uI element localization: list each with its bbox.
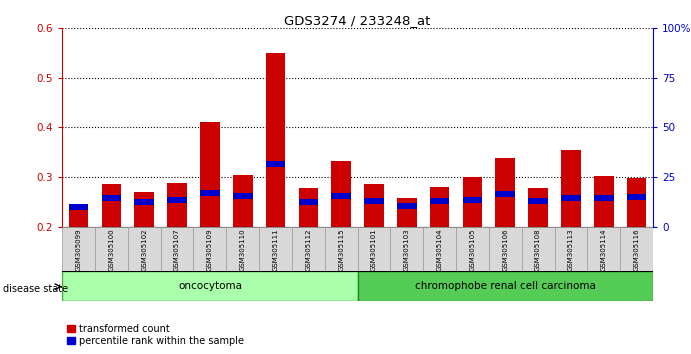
Bar [561,195,580,201]
Text: GSM305105: GSM305105 [469,229,475,271]
Bar [160,227,193,271]
Bar [555,227,587,271]
Bar [397,203,417,209]
Bar [529,198,548,204]
Bar [621,227,653,271]
Bar [193,227,227,271]
Text: disease state: disease state [3,284,68,293]
Bar [495,158,515,227]
Text: GSM305107: GSM305107 [174,229,180,272]
Bar [299,199,318,205]
Bar [463,197,482,203]
Bar [259,227,292,271]
Text: GSM305108: GSM305108 [535,229,541,272]
Text: GSM305109: GSM305109 [207,229,213,272]
Bar [489,227,522,271]
Bar [266,161,285,167]
Bar [456,227,489,271]
Bar [62,227,95,271]
Bar [167,197,187,203]
Bar [134,199,154,205]
Text: chromophobe renal cell carcinoma: chromophobe renal cell carcinoma [415,281,596,291]
Bar [266,53,285,227]
Bar [397,198,417,227]
Bar [495,191,515,197]
Bar [233,193,253,199]
Bar [62,271,358,301]
Bar [325,227,358,271]
Legend: transformed count, percentile rank within the sample: transformed count, percentile rank withi… [67,324,244,346]
Bar [102,184,122,227]
Bar [463,177,482,227]
Text: GSM305112: GSM305112 [305,229,312,271]
Text: GSM305114: GSM305114 [600,229,607,271]
Bar [430,187,449,227]
Bar [364,184,384,227]
Bar [299,188,318,227]
Bar [390,227,423,271]
Text: GSM305106: GSM305106 [502,229,509,272]
Text: GSM305116: GSM305116 [634,229,640,272]
Bar [529,188,548,227]
Text: GSM305100: GSM305100 [108,229,115,272]
Text: GSM305111: GSM305111 [272,229,278,272]
Bar [627,178,647,227]
Bar [430,198,449,204]
Bar [128,227,160,271]
Bar [134,192,154,227]
Bar [561,150,580,227]
Bar [292,227,325,271]
Text: GSM305113: GSM305113 [568,229,574,272]
Text: GSM305104: GSM305104 [437,229,443,271]
Bar [358,271,653,301]
Bar [95,227,128,271]
Bar [627,194,647,200]
Bar [332,161,351,227]
Text: GSM305115: GSM305115 [338,229,344,271]
Bar [522,227,554,271]
Text: GSM305099: GSM305099 [75,229,82,272]
Bar [68,204,88,210]
Text: GSM305103: GSM305103 [404,229,410,272]
Bar [227,227,259,271]
Bar [594,195,614,201]
Title: GDS3274 / 233248_at: GDS3274 / 233248_at [285,14,430,27]
Bar [68,204,88,227]
Text: oncocytoma: oncocytoma [178,281,242,291]
Bar [364,198,384,204]
Text: GSM305110: GSM305110 [240,229,246,272]
Bar [587,227,621,271]
Bar [423,227,456,271]
Bar [358,227,390,271]
Bar [594,176,614,227]
Bar [332,193,351,199]
Bar [102,195,122,201]
Bar [200,122,220,227]
Text: GSM305102: GSM305102 [141,229,147,271]
Bar [167,183,187,227]
Bar [233,175,253,227]
Bar [200,190,220,196]
Text: GSM305101: GSM305101 [371,229,377,272]
